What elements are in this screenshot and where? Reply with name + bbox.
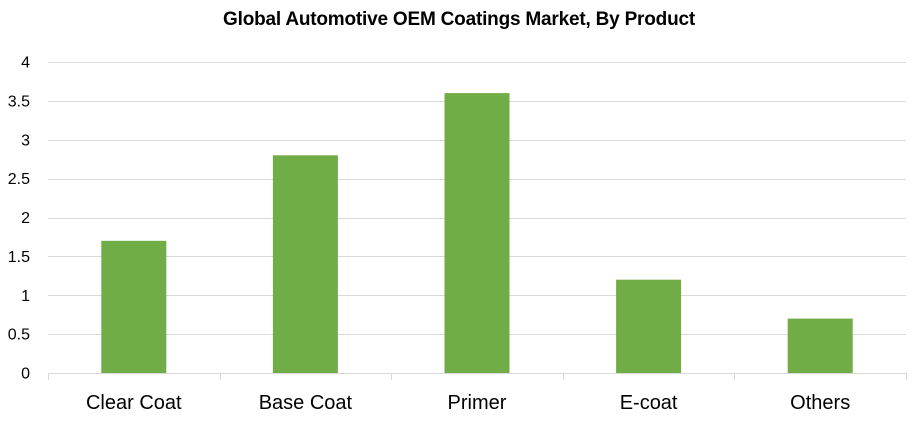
y-tick-label: 4 bbox=[21, 55, 30, 72]
y-tick-label: 0.5 bbox=[8, 327, 30, 344]
x-category-label: E-coat bbox=[620, 392, 678, 414]
chart-title: Global Automotive OEM Coatings Market, B… bbox=[223, 9, 695, 30]
y-tick-label: 2.5 bbox=[8, 171, 30, 188]
bar-others bbox=[787, 318, 853, 373]
y-tick-label: 2 bbox=[21, 210, 30, 227]
x-category-label: Others bbox=[790, 392, 850, 414]
y-tick-label: 1 bbox=[21, 288, 30, 305]
bar-e-coat bbox=[616, 279, 682, 373]
y-tick-label: 0 bbox=[21, 366, 30, 383]
y-tick-label: 1.5 bbox=[8, 249, 30, 266]
bar-primer bbox=[444, 93, 510, 373]
y-tick-label: 3.5 bbox=[8, 93, 30, 110]
bar-clear-coat bbox=[101, 240, 167, 373]
bar-base-coat bbox=[272, 155, 338, 373]
x-category-label: Clear Coat bbox=[86, 392, 182, 414]
x-category-label: Base Coat bbox=[259, 392, 353, 414]
x-category-label: Primer bbox=[448, 392, 507, 414]
y-tick-label: 3 bbox=[21, 132, 30, 149]
